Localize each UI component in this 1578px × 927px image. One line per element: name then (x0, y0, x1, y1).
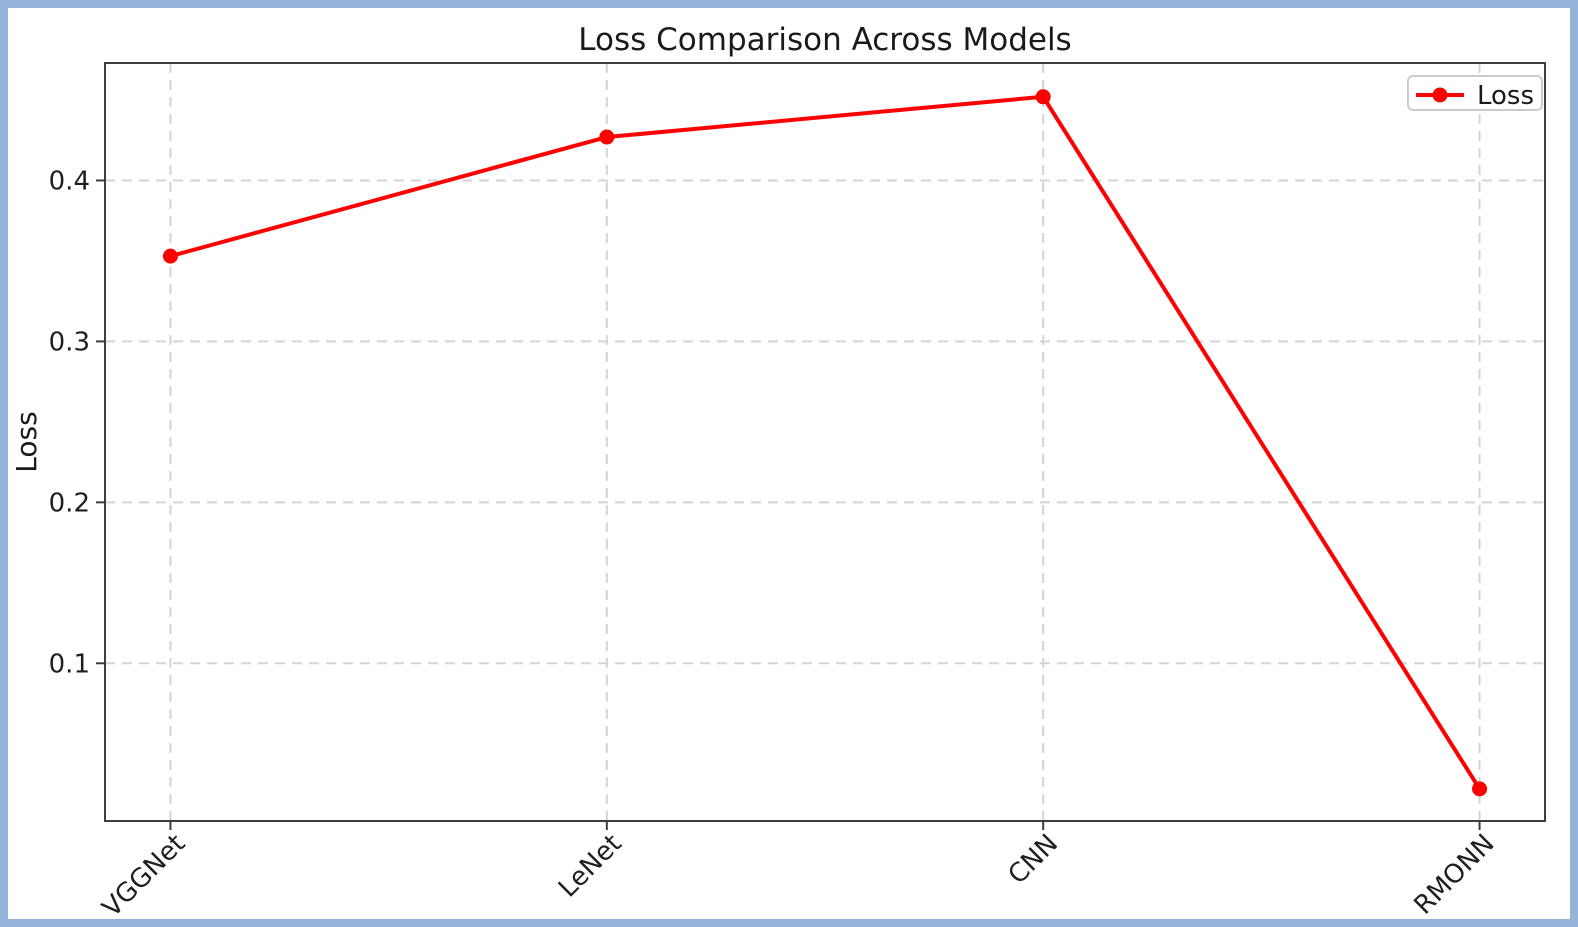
legend-marker-icon (1432, 87, 1448, 103)
x-tick-label: VGGNet (97, 829, 192, 919)
x-tick-label: RMONN (1409, 829, 1501, 919)
axis-ticks: 0.1 0.2 0.3 0.4 VGGNet LeNet CNN RMONN (49, 166, 1501, 919)
x-tick-label: CNN (1003, 829, 1065, 891)
loss-comparison-chart: 0.1 0.2 0.3 0.4 VGGNet LeNet CNN RMONN Loss Com… (10, 22, 1546, 919)
data-point (162, 248, 178, 264)
data-point (1035, 89, 1051, 105)
y-tick-label: 0.4 (49, 166, 90, 196)
y-tick-label: 0.1 (49, 649, 90, 679)
y-tick-label: 0.3 (49, 327, 90, 357)
data-point (1472, 781, 1488, 797)
series-line (168, 94, 1482, 791)
data-point (599, 129, 615, 145)
chart-title: Loss Comparison Across Models (578, 22, 1071, 58)
x-tick-label: LeNet (553, 829, 628, 904)
y-axis-label: Loss (10, 411, 43, 472)
series-layer (162, 89, 1488, 797)
gridlines (105, 63, 1545, 821)
legend: Loss (1407, 75, 1543, 111)
y-tick-label: 0.2 (49, 488, 90, 518)
legend-label: Loss (1477, 81, 1534, 111)
plot-border (104, 62, 1546, 822)
